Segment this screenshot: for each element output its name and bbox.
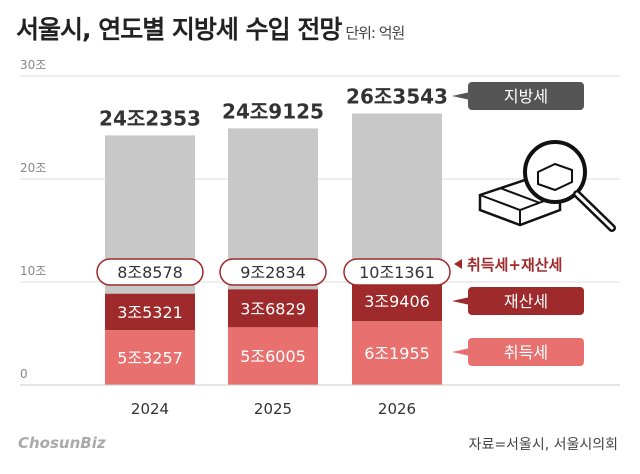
legend-acquisition-tax-pointer [452,348,470,356]
legend-acquisition-tax-label: 취득세 [504,343,548,362]
x-tick-label: 2024 [131,400,169,418]
subtotal-pill [219,258,327,286]
bar-property-tax [228,289,318,328]
subtotal-label: 8조8578 [117,263,183,282]
magnifier-bricks-icon [478,140,616,232]
subtotal-pill [343,258,451,286]
total-label: 24조2353 [99,106,201,130]
subtotal-label: 9조2834 [240,263,306,282]
title-text: 서울시, 연도별 지방세 수입 전망 [16,15,342,44]
acquisition-tax-label: 5조3257 [117,349,183,368]
x-tick-label: 2026 [378,400,416,418]
bar-property-tax [105,293,195,331]
unit-label: 단위: 억원 [345,24,405,42]
bar-property-tax [352,280,442,322]
source-note: 자료=서울시, 서울시의회 [468,437,618,453]
chart-title: 서울시, 연도별 지방세 수입 전망 단위: 억원 [16,10,405,46]
property-tax-label: 3조5321 [117,303,183,322]
acquisition-tax-label: 5조6005 [240,347,306,366]
y-tick-label: 20조 [20,161,46,175]
subtotal-label: 10조1361 [359,263,435,282]
subtotal-pill [96,258,204,286]
logo: ChosunBiz [18,434,106,452]
legend-property-tax-pointer [452,297,470,305]
legend-property-tax-tag [468,287,584,315]
legend-acquisition-tax-tag [468,338,584,366]
property-tax-label: 3조6829 [240,299,306,318]
y-tick-label: 10조 [20,264,46,278]
acquisition-tax-label: 6조1955 [364,344,430,363]
x-tick-label: 2025 [254,400,292,418]
total-label: 24조9125 [222,99,324,123]
property-tax-label: 3조9406 [364,292,430,311]
y-tick-label: 30조 [20,58,46,72]
subtotal-pointer [454,259,462,269]
bar-acquisition-tax [352,321,442,385]
legend-local-tax-pointer [452,92,470,100]
legend-property-tax-label: 재산세 [504,292,548,311]
y-tick-label: 0 [20,367,28,381]
legend-local-tax-tag [468,82,584,110]
bar-acquisition-tax [105,330,195,385]
bar-acquisition-tax [228,327,318,385]
total-label: 26조3543 [346,85,448,109]
legend-local-tax-label: 지방세 [504,87,548,106]
subtotal-legend-label: 취득세+재산세 [467,256,562,274]
